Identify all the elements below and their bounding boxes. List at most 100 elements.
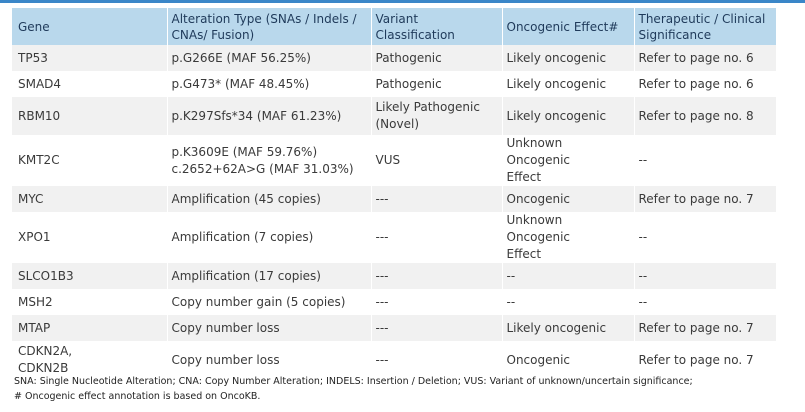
alteration-cell-text: Amplification (45 copies): [171, 191, 321, 206]
footnote-oncokb: # Oncogenic effect annotation is based o…: [14, 391, 261, 402]
alteration-cell-text: c.2652+62A>G (MAF 31.03%): [171, 161, 354, 176]
oncogenic-effect-cell-text: Effect: [506, 170, 542, 184]
gene-cell-text: MSH2: [18, 294, 53, 309]
oncogenic-effect-cell: Unknown Oncogenic Effect: [501, 135, 634, 186]
header-therapeutic-line-2: Significance: [638, 27, 712, 42]
alteration-cell-text: p.K3609E (MAF 59.76%): [171, 144, 318, 159]
classification-cell-text: Pathogenic: [375, 50, 442, 65]
alteration-cell-text: p.G473* (MAF 48.45%): [171, 76, 310, 91]
therapeutic-cell-text: --: [638, 268, 648, 283]
classification-cell-text: ---: [375, 268, 389, 283]
therapeutic-cell: --: [633, 212, 776, 263]
alterations-table: Gene Alteration Type (SNAs / Indels / CN…: [12, 8, 776, 379]
alteration-cell: Amplification (45 copies): [166, 186, 371, 212]
classification-cell: Pathogenic: [370, 71, 502, 97]
classification-cell: ---: [370, 263, 502, 289]
oncogenic-effect-cell-text: --: [506, 268, 516, 283]
header-therapeutic-significance: Therapeutic / Clinical Significance: [633, 8, 776, 45]
footnote-abbreviations: SNA: Single Nucleotide Alteration; CNA: …: [14, 376, 693, 387]
alteration-cell-text: p.G266E (MAF 56.25%): [171, 50, 311, 65]
oncogenic-effect-cell: Likely oncogenic: [501, 97, 634, 135]
gene-cell-text: MTAP: [18, 320, 51, 335]
oncogenic-effect-cell-text: Likely oncogenic: [506, 320, 607, 335]
classification-cell-text: VUS: [375, 153, 401, 167]
therapeutic-cell-text: Refer to page no. 7: [638, 320, 754, 335]
oncogenic-effect-cell-text: Likely oncogenic: [506, 108, 607, 123]
classification-cell-text: ---: [375, 352, 389, 367]
classification-cell: VUS: [370, 135, 502, 186]
gene-cell-text: XPO1: [18, 230, 51, 244]
alteration-cell: Copy number gain (5 copies): [166, 289, 371, 315]
oncogenic-effect-cell-text: Oncogenic: [506, 191, 571, 206]
gene-cell: CDKN2A, CDKN2B: [12, 341, 167, 379]
therapeutic-cell: Refer to page no. 7: [633, 341, 776, 379]
gene-cell: KMT2C: [12, 135, 167, 186]
therapeutic-cell: Refer to page no. 6: [633, 45, 776, 71]
header-alteration-type: Alteration Type (SNAs / Indels / CNAs/ F…: [166, 8, 371, 45]
classification-cell: ---: [370, 212, 502, 263]
oncogenic-effect-cell-text: Unknown Oncogenic: [506, 136, 571, 167]
table-row: CDKN2A, CDKN2B Copy number loss --- Oncogeni…: [12, 341, 776, 379]
footnotes: SNA: Single Nucleotide Alteration; CNA: …: [14, 374, 693, 404]
table-row: SLCO1B3 Amplification (17 copies) --- -- --: [12, 263, 776, 289]
therapeutic-cell: --: [633, 135, 776, 186]
gene-cell: TP53: [12, 45, 167, 71]
alteration-cell-text: Amplification (17 copies): [171, 268, 321, 283]
therapeutic-cell: --: [633, 263, 776, 289]
gene-cell-text: MYC: [18, 191, 44, 206]
alteration-cell: Copy number loss: [166, 315, 371, 341]
table-row: MYC Amplification (45 copies) --- Oncogenic…: [12, 186, 776, 212]
oncogenic-effect-cell: Likely oncogenic: [501, 45, 634, 71]
classification-cell: Pathogenic: [370, 45, 502, 71]
oncogenic-effect-cell: Likely oncogenic: [501, 315, 634, 341]
table-header: Gene Alteration Type (SNAs / Indels / CN…: [12, 8, 776, 45]
alteration-cell-text: Copy number gain (5 copies): [171, 294, 346, 309]
alteration-cell: Copy number loss: [166, 341, 371, 379]
oncogenic-effect-cell: Oncogenic: [501, 341, 634, 379]
table-row: MTAP Copy number loss --- Likely oncogenic R…: [12, 315, 776, 341]
alteration-cell-text: p.K297Sfs*34 (MAF 61.23%): [171, 108, 342, 123]
alteration-cell-text: Amplification (7 copies): [171, 230, 314, 244]
table-row: XPO1 Amplification (7 copies) --- Unknown O…: [12, 212, 776, 263]
alteration-cell: Amplification (17 copies): [166, 263, 371, 289]
oncogenic-effect-cell-text: Likely oncogenic: [506, 50, 607, 65]
header-classification-label: Variant Classification: [375, 11, 455, 42]
gene-cell: MTAP: [12, 315, 167, 341]
classification-cell-text: (Novel): [375, 117, 420, 131]
header-gene: Gene: [12, 8, 167, 45]
therapeutic-cell-text: --: [638, 230, 648, 244]
therapeutic-cell-text: Refer to page no. 7: [638, 191, 754, 206]
therapeutic-cell: Refer to page no. 6: [633, 71, 776, 97]
classification-cell-text: ---: [375, 230, 389, 244]
gene-cell-text: RBM10: [18, 108, 61, 123]
gene-cell-text: TP53: [18, 50, 48, 65]
top-accent-rule: [0, 0, 805, 3]
gene-cell-text: CDKN2A,: [18, 344, 73, 358]
alteration-cell: p.G266E (MAF 56.25%): [166, 45, 371, 71]
therapeutic-cell-text: --: [638, 153, 648, 167]
header-oncogenic-effect: Oncogenic Effect#: [501, 8, 634, 45]
oncogenic-effect-cell-text: --: [506, 294, 516, 309]
gene-cell: RBM10: [12, 97, 167, 135]
header-row: Gene Alteration Type (SNAs / Indels / CN…: [12, 8, 776, 45]
alteration-cell-text: Copy number loss: [171, 352, 280, 367]
table-body: TP53 p.G266E (MAF 56.25%) Pathogenic Likely…: [12, 45, 776, 379]
therapeutic-cell-text: Refer to page no. 8: [638, 108, 754, 123]
therapeutic-cell: Refer to page no. 7: [633, 315, 776, 341]
oncogenic-effect-cell: --: [501, 289, 634, 315]
table-row: SMAD4 p.G473* (MAF 48.45%) Pathogenic Likel…: [12, 71, 776, 97]
gene-cell: MSH2: [12, 289, 167, 315]
header-gene-label: Gene: [18, 19, 50, 34]
alteration-cell: p.G473* (MAF 48.45%): [166, 71, 371, 97]
alterations-table-container: Gene Alteration Type (SNAs / Indels / CN…: [12, 8, 776, 379]
alteration-cell: p.K297Sfs*34 (MAF 61.23%): [166, 97, 371, 135]
therapeutic-cell-text: --: [638, 294, 648, 309]
gene-cell-text: SMAD4: [18, 76, 62, 91]
classification-cell-text: Pathogenic: [375, 76, 442, 91]
classification-cell: ---: [370, 289, 502, 315]
alteration-cell: p.K3609E (MAF 59.76%) c.2652+62A>G (MAF 3…: [166, 135, 371, 186]
classification-cell: Likely Pathogenic (Novel): [370, 97, 502, 135]
oncogenic-effect-cell-text: Oncogenic: [506, 352, 571, 367]
gene-cell-text: KMT2C: [18, 153, 60, 167]
classification-cell-text: Likely Pathogenic: [375, 100, 480, 114]
